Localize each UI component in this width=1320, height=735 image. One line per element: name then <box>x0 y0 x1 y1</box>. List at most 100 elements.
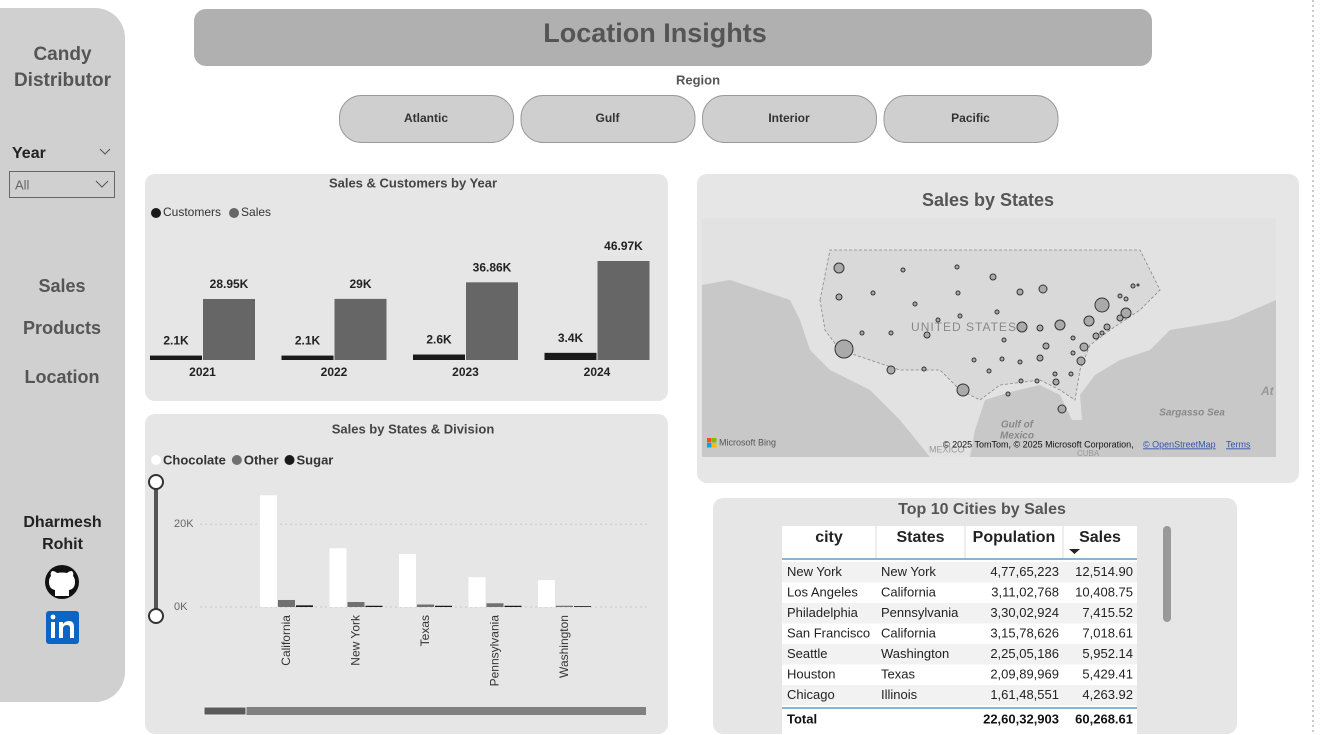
legend-swatch <box>151 208 161 218</box>
bing-logo <box>712 443 717 448</box>
map-bubble[interactable] <box>1038 284 1048 294</box>
bing-logo <box>712 438 717 443</box>
column-header[interactable]: States <box>896 529 944 546</box>
map-bubble[interactable] <box>833 262 845 274</box>
table-cell: 3,30,02,924 <box>990 605 1059 620</box>
map-bubble[interactable] <box>935 317 941 323</box>
map-bubble[interactable] <box>1034 378 1040 384</box>
table-cell: Houston <box>787 666 835 681</box>
slicer-button[interactable] <box>520 95 696 143</box>
map-bubble[interactable] <box>921 366 927 372</box>
map-bubble[interactable] <box>1117 293 1123 299</box>
map-bubble[interactable] <box>956 383 970 397</box>
map-bubble[interactable] <box>1116 314 1124 322</box>
x-tick-label: 2021 <box>189 365 216 379</box>
map-bubble[interactable] <box>888 330 894 336</box>
map-bubble[interactable] <box>1120 307 1132 319</box>
scrollbar-thumb[interactable] <box>203 706 247 716</box>
map-bubble[interactable] <box>834 339 854 359</box>
data-label: 28.95K <box>210 277 249 291</box>
bar <box>296 605 313 607</box>
map-bubble[interactable] <box>986 368 992 374</box>
map-bubble[interactable] <box>859 330 865 336</box>
row-band <box>782 562 1137 583</box>
column-header[interactable]: Sales <box>1079 529 1121 546</box>
map-bubble[interactable] <box>1079 342 1089 352</box>
bar <box>435 605 452 607</box>
map-bubble[interactable] <box>1070 350 1076 356</box>
map-bubble[interactable] <box>1054 319 1066 331</box>
total-label: Total <box>787 711 817 726</box>
table-cell: Texas <box>881 666 915 681</box>
map-bubble[interactable] <box>1068 371 1074 377</box>
map-bubble[interactable] <box>1094 297 1110 313</box>
map-bubble[interactable] <box>1001 337 1007 343</box>
sidebar <box>0 8 125 702</box>
table-cell: Seattle <box>787 646 827 661</box>
legend-label: Chocolate <box>163 452 226 467</box>
table-cell: Chicago <box>787 687 835 702</box>
legend-swatch <box>284 455 295 465</box>
slicer-button[interactable] <box>339 95 514 143</box>
map-bubble[interactable] <box>1070 335 1076 341</box>
bar <box>556 605 573 607</box>
map-bubble[interactable] <box>1076 356 1086 366</box>
map-bubble[interactable] <box>954 264 960 270</box>
map-bubble[interactable] <box>1083 315 1095 327</box>
map-bubble[interactable] <box>1036 354 1044 362</box>
column-header[interactable]: city <box>815 529 843 546</box>
table-scrollbar[interactable] <box>1163 526 1171 622</box>
map-bubble[interactable] <box>1052 371 1058 377</box>
legend-swatch <box>151 455 161 465</box>
map-bubble[interactable] <box>955 290 961 296</box>
table-cell: California <box>881 584 937 599</box>
map-bubble[interactable] <box>999 356 1005 362</box>
bar <box>504 605 522 607</box>
year-dropdown[interactable] <box>9 171 115 198</box>
map-bubble[interactable] <box>1123 296 1129 302</box>
nav-item[interactable]: Sales <box>38 276 85 296</box>
map-bubble[interactable] <box>1017 359 1023 365</box>
map-bubble[interactable] <box>1130 283 1136 289</box>
map-bubble[interactable] <box>1036 324 1044 332</box>
map-bubble[interactable] <box>923 331 931 339</box>
map-bubble[interactable] <box>912 301 918 307</box>
map-bubble[interactable] <box>1016 288 1024 296</box>
map-bubble[interactable] <box>1057 404 1067 414</box>
map-bubble[interactable] <box>1005 391 1011 397</box>
map-bubble[interactable] <box>957 313 963 319</box>
map-bubble[interactable] <box>1052 378 1060 386</box>
map-label: CUBA <box>1077 449 1100 458</box>
column-header[interactable]: Population <box>973 529 1056 546</box>
slicer-button[interactable] <box>883 95 1059 143</box>
header-bar <box>194 9 1152 66</box>
nav-item[interactable]: Products <box>23 318 101 338</box>
slider-handle[interactable] <box>148 608 164 624</box>
map-bubble[interactable] <box>1016 321 1028 333</box>
table-cell: 12,514.90 <box>1075 564 1133 579</box>
map-bubble[interactable] <box>1092 332 1100 340</box>
table-cell: New York <box>787 564 842 579</box>
slicer-button[interactable] <box>702 95 877 143</box>
map-bubble[interactable] <box>1042 342 1050 350</box>
map-bubble[interactable] <box>989 273 997 281</box>
map-bubble[interactable] <box>1136 283 1140 287</box>
map-bubble[interactable] <box>1018 378 1024 384</box>
table-cell: 3,15,78,626 <box>990 625 1059 640</box>
map-bubble[interactable] <box>1103 323 1111 331</box>
map-bubble[interactable] <box>900 267 906 273</box>
map-bubble[interactable] <box>994 309 1000 315</box>
map-bubble[interactable] <box>835 293 843 301</box>
data-label: 29K <box>349 277 371 291</box>
slider-handle[interactable] <box>148 474 164 490</box>
scrollbar-track[interactable] <box>204 707 646 715</box>
linkedin-dot <box>50 614 56 620</box>
map-bubble[interactable] <box>886 365 896 375</box>
github-cat <box>49 571 75 596</box>
map-bubble[interactable] <box>1099 330 1105 336</box>
slicer-option: Interior <box>768 111 810 125</box>
table-cell: 2,25,05,186 <box>990 646 1059 661</box>
map-bubble[interactable] <box>971 357 977 363</box>
map-bubble[interactable] <box>870 290 876 296</box>
nav-item[interactable]: Location <box>25 367 100 387</box>
